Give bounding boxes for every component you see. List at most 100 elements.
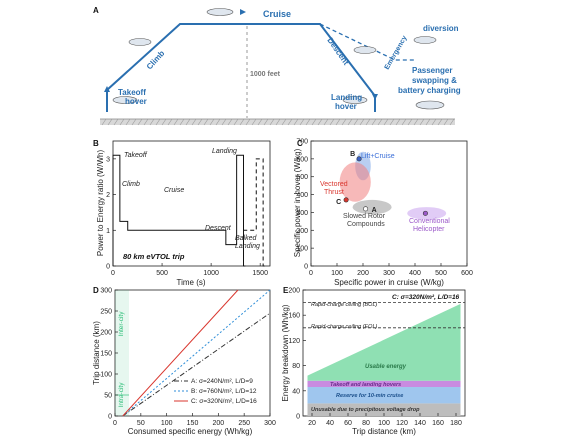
panel-e-bands: [303, 302, 465, 416]
panel-d-letter: D: [93, 286, 99, 295]
zone-label-inter-city: Inter-city: [118, 311, 125, 337]
panel-e-xtick-label: 60: [344, 420, 352, 427]
panel-c-region-3: [352, 199, 392, 215]
panel-e-band-2: [307, 387, 461, 404]
ground-hatching: [101, 118, 455, 126]
panel-b-ytick-label: 0: [106, 264, 110, 271]
panel-c: C 0 100 200 300 400 500 600 0 100 200 300 400 500 600…: [293, 139, 473, 288]
panel-d-zones: [115, 290, 129, 416]
panel-c-xtick-label: 400: [409, 270, 421, 277]
label-emergency: Emergency: [384, 35, 409, 71]
panel-a-letter: A: [93, 6, 99, 15]
panel-d-zone-1: [115, 290, 129, 395]
panel-e-band-1: [307, 403, 461, 416]
panel-c-region-2: [339, 162, 371, 202]
panel-c-point-2: [363, 206, 369, 212]
label-cruise: Cruise: [263, 9, 291, 19]
panel-d-xtick-label: 150: [187, 420, 199, 427]
panel-c-letter: C: [297, 139, 303, 148]
label-landing-hover: hover: [335, 102, 357, 111]
panel-e-xtick-label: 180: [450, 420, 462, 427]
panel-c-point-3: [343, 197, 349, 203]
panel-c-xtick-label: 200: [357, 270, 369, 277]
panel-d-ytick-label: 300: [100, 288, 112, 295]
panel-b-xtick-label: 0: [111, 270, 115, 277]
panel-c-ytick-label: 0: [304, 264, 308, 271]
aircraft-landing-icon: [342, 96, 368, 104]
panel-c-point-label-A: A: [372, 207, 377, 214]
panel-e-xtick-label: 100: [378, 420, 390, 427]
panel-b-xtick-label: 1000: [203, 270, 219, 277]
aircraft-cruise-icon: [206, 8, 234, 16]
panel-e-header: C: σ=320N/m², L/D=16: [392, 294, 460, 301]
annotation-slowed-rotor: Slowed Rotor: [343, 213, 386, 220]
panel-d-legend: A: σ=240N/m², L/D=9 B: σ=760N/m², L/D=12…: [174, 378, 257, 405]
panel-d-xtick-label: 250: [238, 420, 250, 427]
motion-arrows: [104, 9, 378, 100]
annotation-thrust: Thrust: [324, 189, 344, 196]
trip-label: 80 km eVTOL trip: [123, 252, 185, 261]
panel-c-ytick-label: 400: [296, 192, 308, 199]
panel-b-xtick-label: 1500: [252, 270, 268, 277]
band-label-unusable: Unusable due to precipitous voltage drop: [311, 407, 420, 413]
legend-entry-b: B: σ=760N/m², L/D=12: [191, 388, 257, 395]
panel-c-ylabel: Specific power in hover (W/kg): [293, 148, 302, 257]
aircraft-icons: [112, 8, 445, 110]
panel-c-ytick-label: 300: [296, 210, 308, 217]
panel-c-point-4: [422, 210, 428, 216]
panel-b-ytick-label: 3: [106, 156, 110, 163]
aircraft-charging-icon: [415, 100, 445, 110]
panel-d-xtick-label: 200: [212, 420, 224, 427]
panel-c-xlabel: Specific power in cruise (W/kg): [334, 278, 444, 287]
panel-c-ticks: 0 100 200 300 400 500 600 0 100 200 300 400 500 600 70…: [296, 139, 473, 278]
zone-label-intra-city: Intra-city: [118, 382, 125, 408]
panel-c-ytick-label: 100: [296, 246, 308, 253]
panel-e-xtick-label: 80: [362, 420, 370, 427]
panel-b-ytick-label: 1: [106, 228, 110, 235]
panel-e-ylabel: Energy breakdown (Wh/kg): [281, 304, 290, 401]
aircraft-climb-icon: [128, 38, 152, 46]
panel-e-xtick-label: 160: [432, 420, 444, 427]
panel-d-xtick-label: 100: [161, 420, 173, 427]
label-takeoff: Takeoff: [118, 88, 146, 97]
panel-e-xlabel: Trip distance (km): [352, 427, 416, 436]
panel-d-ytick-label: 150: [100, 351, 112, 358]
panel-e-xtick-label: 40: [326, 420, 334, 427]
panel-c-xtick-label: 300: [383, 270, 395, 277]
panel-e-ytick-label: 80: [292, 363, 300, 370]
label-altitude: 1000 feet: [250, 71, 281, 78]
panel-c-ytick-label: 600: [296, 156, 308, 163]
panel-d-zone-2: [115, 395, 129, 416]
ceiling-eol-label: Rapid-charge ceiling (EOL): [311, 324, 378, 330]
panel-e-xtick-label: 140: [414, 420, 426, 427]
annotation-lift-cruise: Lift+Cruise: [361, 153, 395, 160]
band-label-takeoff-landing: Takeoff and landing hovers: [330, 382, 401, 388]
panel-b: B 0 500 1000 1500 0 1 2 3 Time (s) Power to Ene…: [93, 139, 271, 287]
panel-e: E 20 40 60 80 100 120 140 160 18004080120160200 …: [281, 286, 466, 436]
panel-d-ytick-label: 250: [100, 309, 112, 316]
arrow-down-icon: [372, 94, 378, 100]
panel-c-xtick-label: 500: [435, 270, 447, 277]
aircraft-takeoff-icon: [112, 96, 138, 104]
panel-c-frame: [310, 140, 468, 267]
panel-e-letter: E: [283, 286, 289, 295]
panel-d-ticks: 0 50 100 150 200 250 300 0 50 100 150 200 250 300: [100, 288, 276, 428]
annotation-takeoff: Takeoff: [124, 152, 148, 159]
panel-b-ylabel: Power to Energy ratio (W/Wh): [96, 150, 105, 257]
panel-c-xtick-label: 0: [309, 270, 313, 277]
panel-c-ytick-label: 200: [296, 228, 308, 235]
panel-e-ytick-label: 200: [288, 288, 300, 295]
label-diversion: diversion: [423, 24, 459, 33]
annotation-conventional: Conventional: [409, 218, 450, 225]
annotation-balked-landing: Landing: [235, 243, 260, 250]
panel-d-ytick-label: 50: [104, 393, 112, 400]
panel-d-series-b: [122, 289, 271, 417]
label-passenger-3: battery charging: [398, 86, 461, 95]
label-passenger-2: swapping &: [412, 76, 457, 85]
annotation-descent: Descent: [205, 225, 232, 232]
panel-d: D 0 50 100 150 200 250 300 0 50 100 150 200 250 300 C…: [92, 286, 276, 436]
label-passenger-1: Passenger: [412, 66, 452, 75]
panel-d-xtick-label: 50: [137, 420, 145, 427]
